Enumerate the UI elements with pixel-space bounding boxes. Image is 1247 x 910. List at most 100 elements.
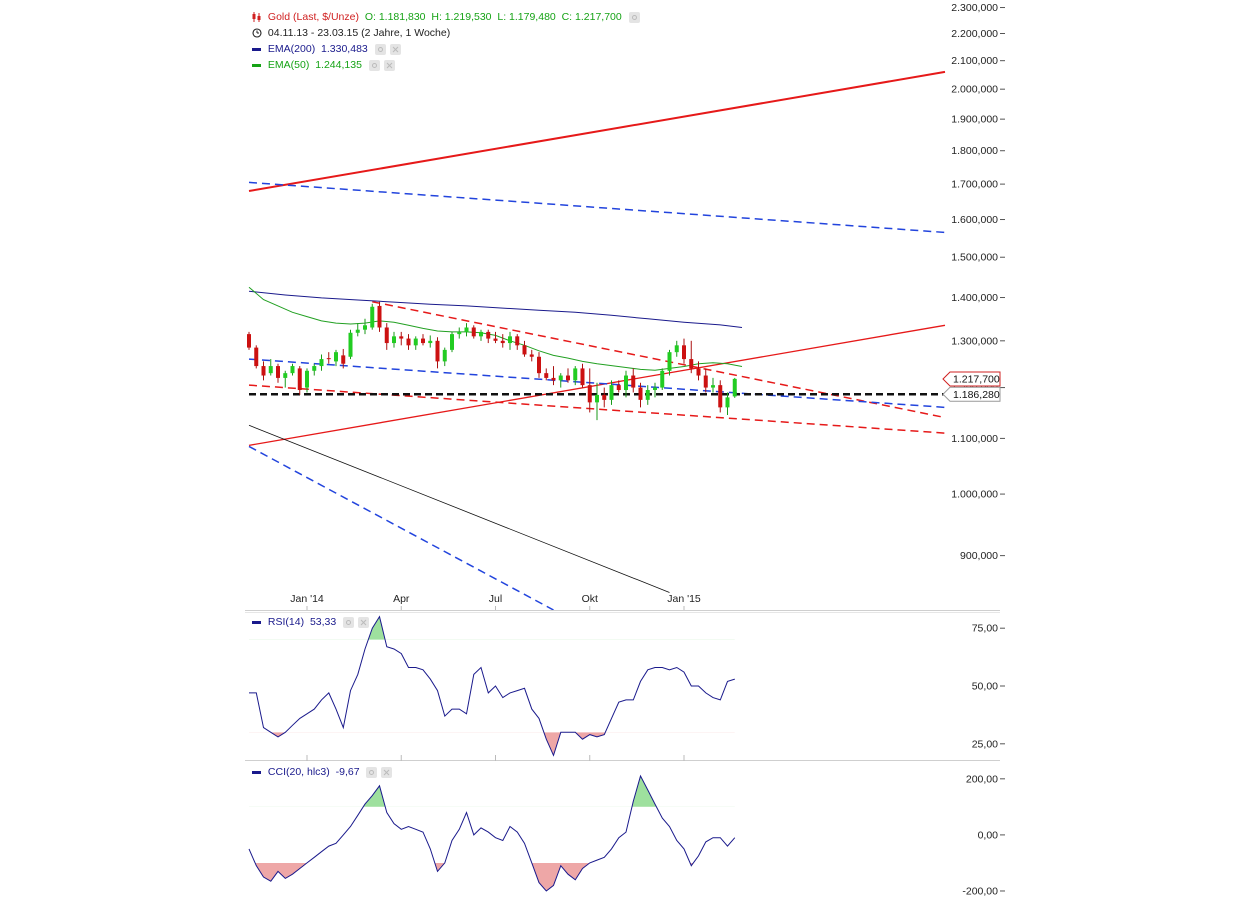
candlestick-icon — [252, 12, 262, 23]
legend-ema50-label: EMA(50) — [267, 59, 310, 71]
main-y-tick-label-14: 2.300,000 — [951, 2, 998, 14]
candle-body — [732, 378, 737, 397]
candle-body — [624, 375, 628, 391]
last-price-marker-label: 1.217,700 — [953, 374, 1000, 386]
close-icon[interactable] — [358, 616, 370, 628]
candle-body — [703, 375, 708, 388]
x-tick-label-2: Jul — [489, 593, 502, 605]
close-icon[interactable] — [389, 43, 401, 55]
candle-body — [377, 305, 382, 328]
candle-body — [500, 340, 505, 344]
candle-body — [573, 368, 578, 381]
candle-body — [580, 368, 585, 386]
candle-body — [268, 366, 273, 374]
candle-body — [602, 394, 607, 400]
main-y-tick-label-8: 1.700,000 — [951, 179, 998, 191]
main-y-tick-label-12: 2.100,000 — [951, 55, 998, 67]
candle-body — [609, 385, 614, 400]
candle-body — [348, 332, 353, 357]
legend-ema50: EMA(50) 1.244,135 — [252, 58, 395, 72]
legend-cci: CCI(20, hlc3) -9,67 — [252, 765, 393, 779]
candle-body — [696, 368, 701, 376]
ema200-swatch-icon — [252, 47, 261, 51]
candle-body — [515, 336, 520, 346]
candle-body — [689, 359, 694, 369]
x-tick-label-4: Jan '15 — [667, 593, 701, 605]
trendline-red-0 — [248, 70, 946, 193]
candle-body — [645, 390, 650, 400]
candle-body — [297, 368, 302, 391]
cci-overbought-fill — [363, 776, 657, 807]
main-y-tick-label-11: 2.000,000 — [951, 84, 998, 96]
candle-body — [254, 347, 259, 367]
candle-body — [674, 345, 679, 353]
candle-body — [508, 336, 512, 344]
legend-ema200-value: 1.330,483 — [321, 43, 368, 55]
candle-body — [471, 327, 476, 337]
ema50-swatch-icon — [252, 63, 261, 67]
cci-y-tick-label-2: 200,00 — [966, 773, 998, 785]
trendline-red-2 — [372, 300, 946, 419]
cci-oversold-fill — [255, 862, 694, 891]
candle-body — [413, 338, 418, 346]
candle-body — [529, 354, 534, 357]
rsi-y-tick-label-2: 75,00 — [972, 623, 998, 635]
gear-icon[interactable] — [628, 11, 640, 23]
candle-body — [450, 334, 454, 350]
legend-cci-value: -9,67 — [335, 766, 360, 778]
legend-close: C: 1.217,700 — [561, 11, 622, 23]
candle-body — [399, 336, 404, 339]
gear-icon[interactable] — [374, 43, 386, 55]
rsi-overbought-fill — [249, 616, 735, 640]
candle-body — [587, 385, 592, 403]
legend-rsi-value: 53,33 — [309, 616, 337, 628]
candle-body — [334, 352, 338, 362]
legend-main-name: Gold (Last, $/Unze) — [267, 11, 359, 23]
main-y-tick-label-7: 1.600,000 — [951, 214, 998, 226]
legend-ema50-value: 1.244,135 — [315, 59, 362, 71]
candle-body — [558, 375, 563, 381]
candle-body — [595, 394, 599, 403]
candle-body — [406, 338, 411, 346]
legend-rsi: RSI(14) 53,33 — [252, 615, 370, 629]
candle-body — [370, 306, 375, 328]
candle-body — [384, 327, 389, 344]
candle-body — [363, 325, 367, 330]
level-marker-label: 1.186,280 — [953, 389, 1000, 401]
rsi-oversold-fill — [249, 732, 735, 756]
legend-low: L: 1.179,480 — [497, 11, 556, 23]
legend-high: H: 1.219,530 — [431, 11, 492, 23]
candle-body — [261, 366, 266, 376]
legend-main: Gold (Last, $/Unze) O: 1.181,830 H: 1.21… — [252, 10, 640, 24]
legend-cci-label: CCI(20, hlc3) — [267, 766, 330, 778]
rsi-line — [249, 615, 735, 757]
candle-body — [544, 373, 549, 378]
candle-body — [319, 359, 324, 367]
close-icon[interactable] — [381, 766, 393, 778]
trendlines-group — [248, 70, 946, 610]
candle-body — [355, 329, 360, 333]
legend-ema200: EMA(200) 1.330,483 — [252, 42, 401, 56]
candle-body — [638, 387, 643, 400]
rsi-swatch-icon — [252, 620, 261, 624]
main-y-tick-label-9: 1.800,000 — [951, 145, 998, 157]
trendline-black-7 — [248, 424, 670, 593]
gear-icon[interactable] — [343, 616, 355, 628]
close-icon[interactable] — [383, 59, 395, 71]
trendline-blue-6 — [248, 445, 554, 610]
level-marker-box — [942, 386, 1001, 402]
candle-body — [566, 375, 570, 381]
candle-body — [283, 373, 288, 378]
legend-rsi-label: RSI(14) — [267, 616, 305, 628]
candle-body — [537, 356, 541, 374]
candle-body — [341, 355, 346, 364]
gear-icon[interactable] — [366, 766, 378, 778]
gear-icon[interactable] — [368, 59, 380, 71]
candle-body — [247, 334, 251, 348]
candle-body — [392, 336, 396, 344]
candle-body — [718, 385, 723, 408]
candle-body — [326, 358, 331, 360]
candle-body — [522, 345, 527, 355]
